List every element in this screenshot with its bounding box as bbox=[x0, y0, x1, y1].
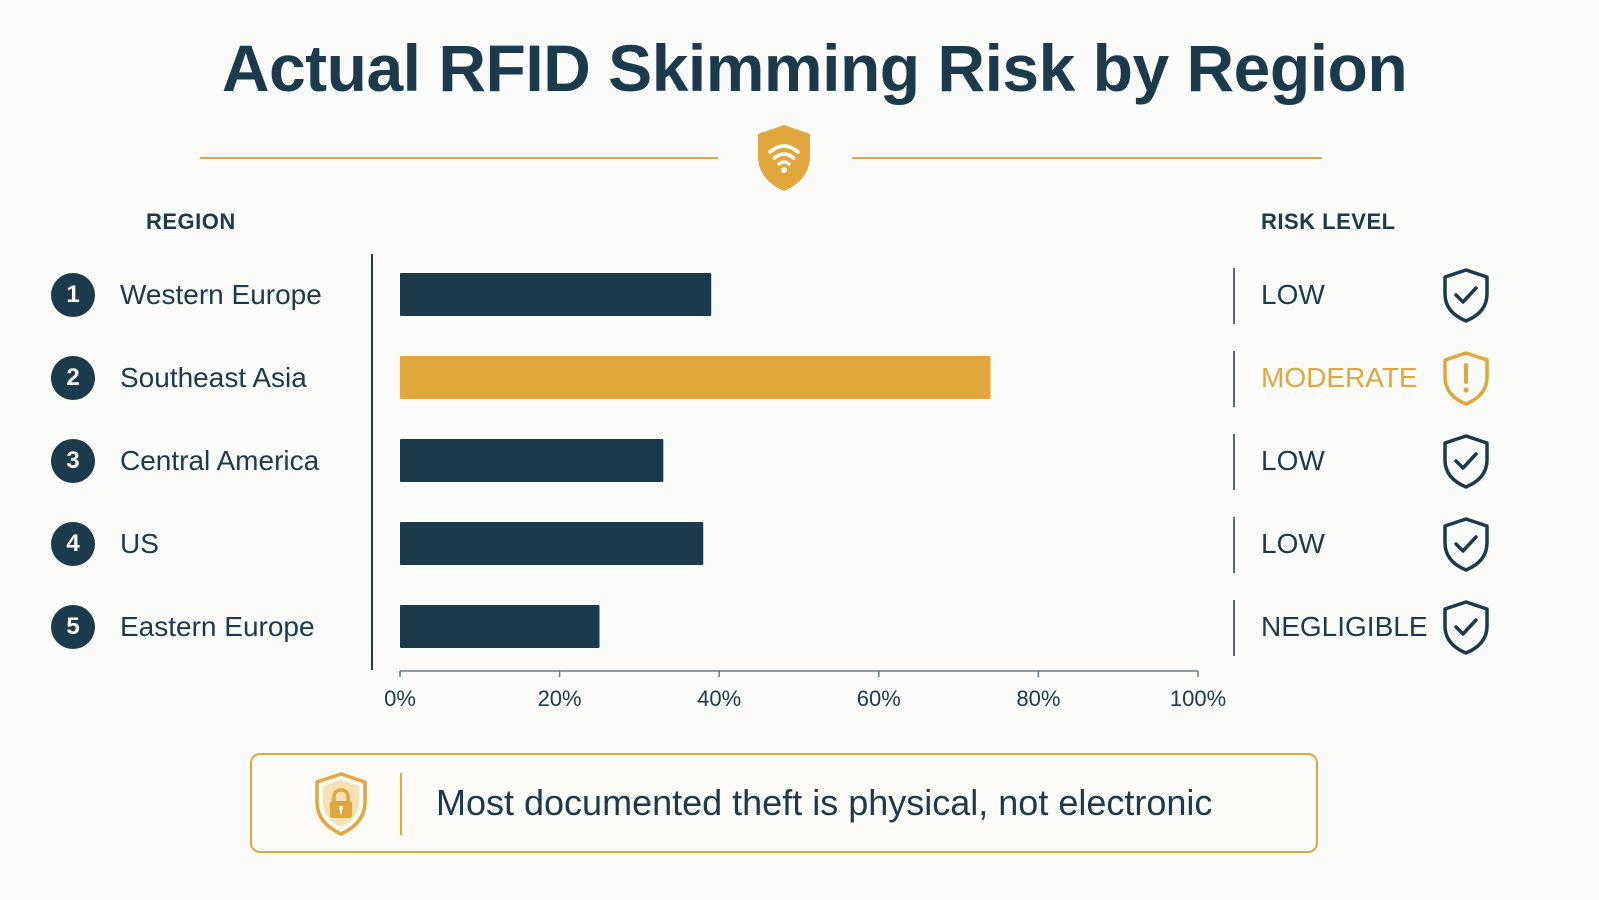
chart-title: Actual RFID Skimming Risk by Region bbox=[221, 31, 1408, 105]
shield-lock-icon bbox=[315, 772, 367, 836]
risk-separator bbox=[1233, 268, 1235, 324]
bar-chart: 0% 20% 40% 60% 80% 100% bbox=[371, 254, 1226, 711]
title-divider-left bbox=[200, 157, 718, 159]
x-tick-label: 0% bbox=[384, 686, 416, 711]
row-number-badge: 2 bbox=[51, 356, 95, 400]
row-number-badge: 1 bbox=[51, 273, 95, 317]
shield-exclamation-icon bbox=[1443, 351, 1489, 406]
region-label: Western Europe bbox=[120, 279, 322, 310]
row-number-badge: 3 bbox=[51, 439, 95, 483]
x-tick-label: 40% bbox=[697, 686, 741, 711]
risk-level-label: LOW bbox=[1261, 445, 1325, 476]
bar bbox=[400, 439, 664, 482]
x-tick-label: 100% bbox=[1170, 686, 1226, 711]
x-tick-label: 20% bbox=[538, 686, 582, 711]
row-number-badge: 5 bbox=[51, 605, 95, 649]
risk-level-label: LOW bbox=[1261, 279, 1325, 310]
x-tick-label: 80% bbox=[1016, 686, 1060, 711]
bar bbox=[400, 522, 704, 565]
risk-level-label: LOW bbox=[1261, 528, 1325, 559]
shield-check-icon bbox=[1443, 600, 1489, 655]
region-label: Southeast Asia bbox=[120, 362, 307, 393]
callout-text: Most documented theft is physical, not e… bbox=[436, 782, 1213, 823]
bar bbox=[400, 273, 712, 316]
bar bbox=[400, 356, 991, 399]
shield-wifi-icon bbox=[758, 125, 810, 191]
risk-level-label: MODERATE bbox=[1261, 362, 1418, 393]
row-number-badge: 4 bbox=[51, 522, 95, 566]
risk-level-column-header: RISK LEVEL bbox=[1261, 209, 1396, 234]
shield-check-icon bbox=[1443, 517, 1489, 572]
risk-level-label: NEGLIGIBLE bbox=[1261, 611, 1428, 642]
callout-separator bbox=[400, 773, 402, 835]
risk-separator bbox=[1233, 600, 1235, 656]
region-label: Eastern Europe bbox=[120, 611, 315, 642]
risk-separator bbox=[1233, 434, 1235, 490]
region-column-header: REGION bbox=[146, 209, 236, 234]
shield-check-icon bbox=[1443, 434, 1489, 489]
bar bbox=[400, 605, 600, 648]
x-tick-label: 60% bbox=[857, 686, 901, 711]
shield-check-icon bbox=[1443, 268, 1489, 323]
title-divider-right bbox=[852, 157, 1322, 159]
risk-separator bbox=[1233, 351, 1235, 407]
risk-separator bbox=[1233, 517, 1235, 573]
callout-box: Most documented theft is physical, not e… bbox=[250, 753, 1318, 853]
region-label: Central America bbox=[120, 445, 320, 476]
region-label: US bbox=[120, 528, 159, 559]
